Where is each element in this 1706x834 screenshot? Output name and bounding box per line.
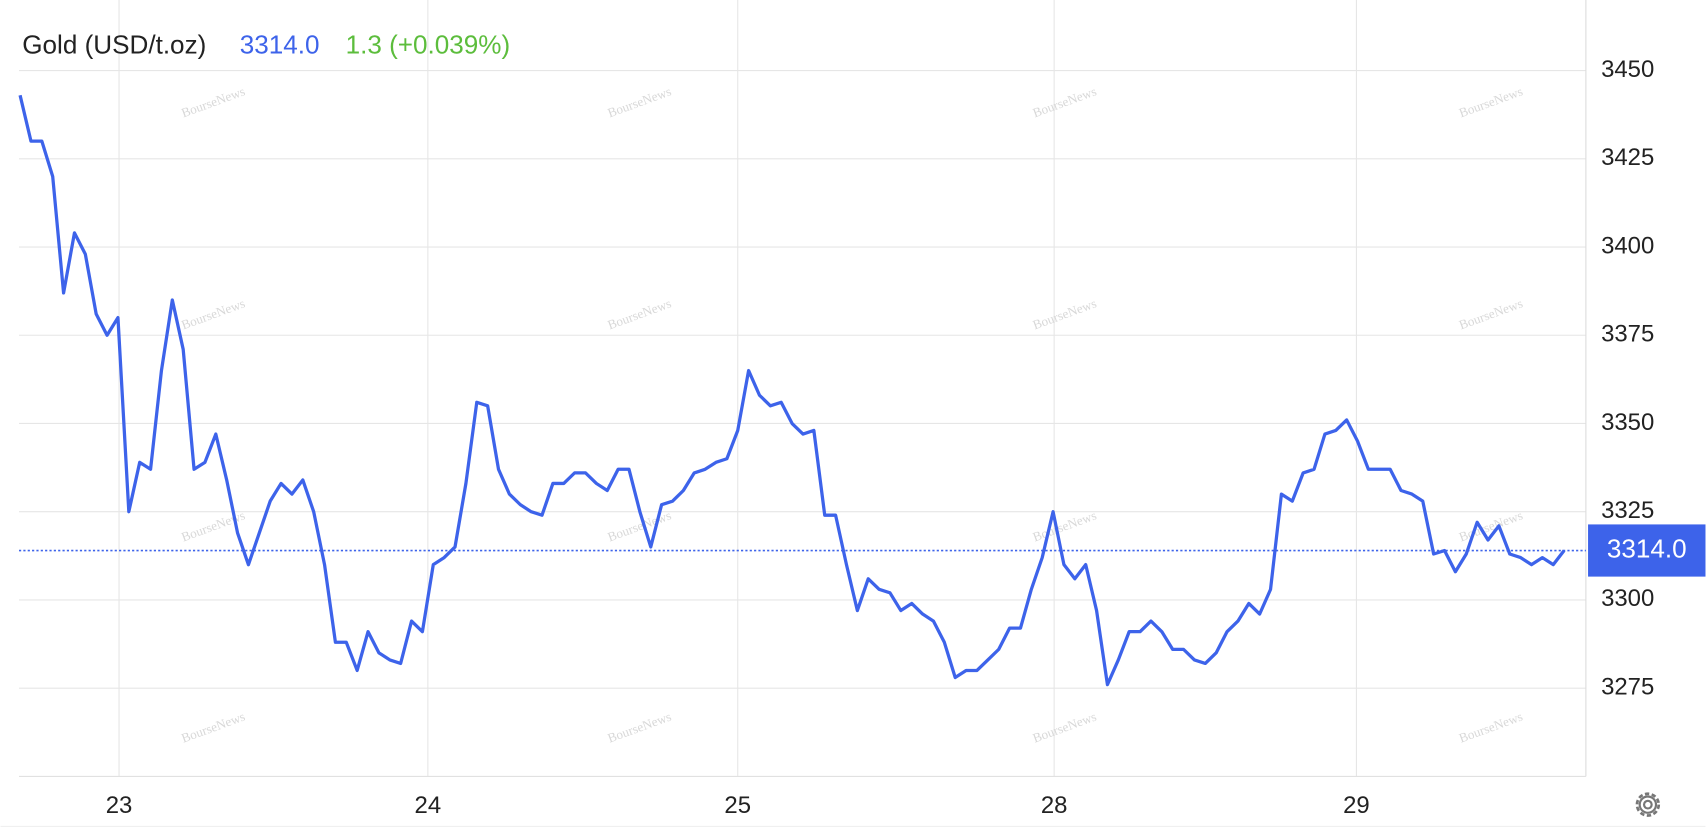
last-price-tag [1588,524,1706,577]
y-tick-label: 3375 [1601,321,1654,348]
watermark: BourseNews [606,709,674,746]
watermark: BourseNews [606,83,674,120]
y-tick-label: 3400 [1601,232,1654,259]
x-tick-label: 29 [1343,792,1370,819]
y-tick-label: 3275 [1601,673,1654,700]
last-price: 3314.0 [240,30,320,60]
last-price-label: 3314.0 [1607,533,1687,563]
axes: 3275 3300 3325 3350 3375 3400 3425 3450 23 24 25 28… [106,56,1706,819]
watermark: BourseNews [1031,709,1099,746]
y-tick-label: 3450 [1601,56,1654,83]
grid [18,0,1586,777]
watermark: BourseNews [1457,709,1525,746]
price-line [18,94,1566,687]
y-tick-label: 3325 [1601,497,1654,524]
watermarks: BourseNews BourseNews BourseNews BourseNews… [179,83,1524,745]
x-tick-label: 24 [415,792,442,819]
plot [18,94,1586,687]
watermark: BourseNews [606,295,674,332]
watermark: BourseNews [179,295,247,332]
y-tick-label: 3425 [1601,144,1654,171]
x-tick-label: 25 [724,792,751,819]
watermark: BourseNews [1031,508,1099,545]
instrument: Gold (USD/t.oz) [22,30,206,60]
x-tick-label: 23 [106,792,133,819]
x-tick-label: 28 [1041,792,1068,819]
settings-button[interactable] [1635,792,1661,817]
watermark: BourseNews [1031,83,1099,120]
watermark: BourseNews [1031,295,1099,332]
watermark: BourseNews [1457,295,1525,332]
price-change: 1.3 (+0.039%) [346,30,511,60]
y-tick-label: 3300 [1601,585,1654,612]
watermark: BourseNews [1457,83,1525,120]
watermark: BourseNews [179,709,247,746]
watermark: BourseNews [179,83,247,120]
y-tick-label: 3350 [1601,409,1654,436]
